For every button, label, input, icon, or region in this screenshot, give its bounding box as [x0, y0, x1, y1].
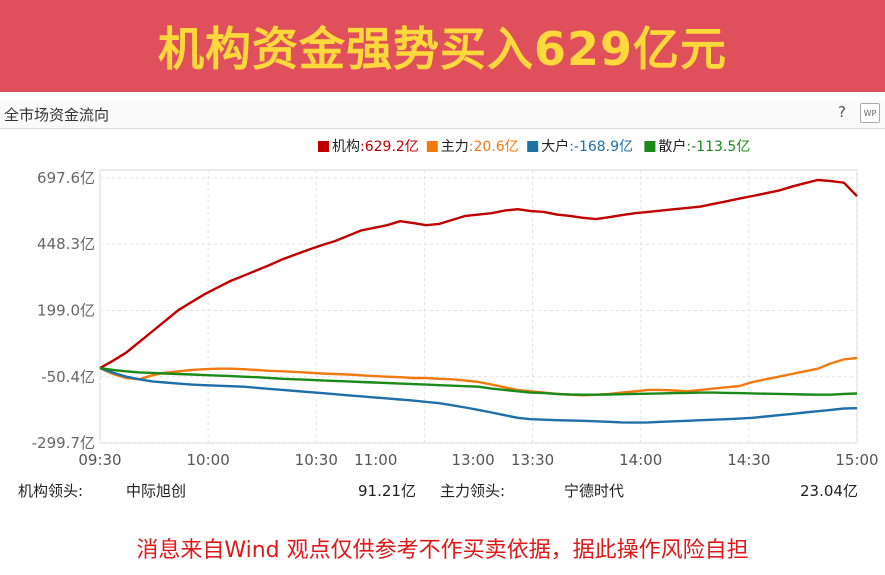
- y-tick-label: 697.6亿: [37, 169, 95, 187]
- x-tick-label: 09:30: [78, 451, 121, 469]
- x-tick-label: 14:00: [619, 451, 662, 469]
- banner-title: 机构资金强势买入629亿元: [157, 22, 728, 76]
- x-tick-label: 11:00: [354, 451, 397, 469]
- plot-border: [99, 169, 858, 444]
- legend-value: :-168.9亿: [569, 139, 633, 155]
- x-tick-label: 15:00: [835, 451, 878, 469]
- panel-title: 全市场资金流向: [4, 106, 110, 124]
- legend-swatch: [318, 141, 329, 152]
- legend-swatch: [527, 141, 539, 152]
- leaders-row: 机构领头: 中际旭创 91.21亿 主力领头: 宁德时代 23.04亿: [0, 478, 885, 500]
- inst-lead-value: 91.21亿: [358, 482, 416, 500]
- x-tick-label: 10:30: [295, 451, 338, 469]
- series-line-机构: [99, 178, 858, 370]
- x-tick-label: 13:30: [511, 451, 554, 469]
- legend-name: 大户: [541, 138, 569, 155]
- legend-name: 主力: [441, 139, 469, 155]
- legend-value: :629.2亿: [360, 139, 419, 155]
- disclaimer: 消息来自Wind 观点仅供参考不作买卖依据，据此操作风险自担: [136, 538, 749, 563]
- legend-name: 散户: [658, 138, 686, 155]
- wp-icon[interactable]: WP: [860, 103, 880, 123]
- legend-swatch: [644, 141, 656, 152]
- panel-header: 全市场资金流向 ? WP: [0, 100, 885, 129]
- help-icon[interactable]: ?: [838, 103, 846, 121]
- legend-value: :-113.5亿: [686, 139, 750, 155]
- legend-value: :20.6亿: [469, 139, 519, 155]
- series-line-主力: [99, 356, 858, 397]
- title-banner: 机构资金强势买入629亿元: [0, 0, 885, 92]
- x-tick-label: 13:00: [451, 451, 494, 469]
- y-tick-label: 448.3亿: [37, 235, 95, 253]
- series-line-大户: [99, 366, 858, 424]
- x-tick-label: 14:30: [727, 451, 770, 469]
- main-lead-label: 主力领头:: [440, 482, 506, 500]
- inst-lead-name[interactable]: 中际旭创: [126, 482, 187, 500]
- y-tick-label: -299.7亿: [32, 434, 95, 452]
- legend-swatch: [426, 141, 438, 152]
- x-tick-label: 10:00: [187, 451, 230, 469]
- y-tick-label: 199.0亿: [37, 301, 95, 319]
- y-tick-label: -50.4亿: [41, 368, 95, 386]
- main-lead-name[interactable]: 宁德时代: [564, 482, 625, 500]
- inst-lead-label: 机构领头:: [18, 482, 84, 500]
- main-lead-value: 23.04亿: [800, 482, 858, 500]
- legend-name: 机构: [332, 139, 360, 155]
- series-line-散户: [99, 366, 858, 396]
